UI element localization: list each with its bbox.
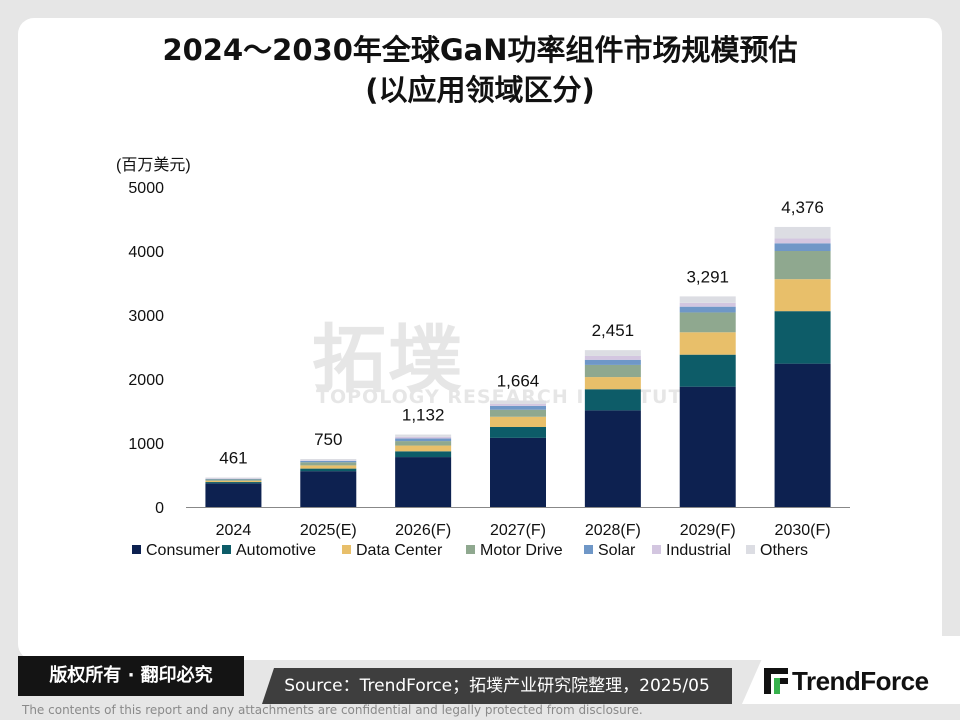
disclaimer: The contents of this report and any atta… bbox=[22, 703, 643, 717]
bar-segment-consumer bbox=[205, 483, 262, 507]
bar-total-label: 461 bbox=[219, 448, 247, 467]
bar-segment-consumer bbox=[395, 457, 452, 507]
bar-segment-solar bbox=[584, 359, 641, 365]
source-note: Source：TrendForce；拓墣产业研究院整理，2025/05 bbox=[262, 668, 732, 704]
bar-segment-automotive bbox=[395, 451, 452, 458]
bar-segment-data-center bbox=[679, 332, 736, 355]
legend-swatch bbox=[652, 545, 661, 554]
bar-total-label: 750 bbox=[314, 430, 342, 449]
bar-segment-motor-drive bbox=[584, 364, 641, 378]
bar-segment-data-center bbox=[205, 480, 262, 483]
x-category-label: 2028(F) bbox=[585, 522, 641, 539]
bar-segment-consumer bbox=[584, 410, 641, 507]
bar-segment-solar bbox=[774, 243, 831, 251]
bar-segment-industrial bbox=[300, 460, 357, 461]
legend-swatch bbox=[132, 545, 141, 554]
bar-total-label: 1,132 bbox=[402, 406, 445, 425]
bar-segment-solar bbox=[205, 478, 262, 480]
bar-segment-consumer bbox=[679, 386, 736, 507]
x-category-label: 2025(E) bbox=[300, 522, 357, 539]
bar-segment-others bbox=[395, 434, 452, 437]
bar-segment-consumer bbox=[774, 363, 831, 507]
bar-segment-solar bbox=[300, 460, 357, 463]
x-category-label: 2027(F) bbox=[490, 522, 546, 539]
legend-swatch bbox=[342, 545, 351, 554]
trendforce-logo-text: TrendForce bbox=[792, 666, 929, 696]
legend-swatch bbox=[746, 545, 755, 554]
bar-segment-data-center bbox=[395, 445, 452, 452]
bar-segment-others bbox=[490, 400, 546, 404]
bar-segment-motor-drive bbox=[205, 479, 262, 481]
bar-total-label: 1,664 bbox=[497, 372, 540, 391]
legend-swatch bbox=[584, 545, 593, 554]
y-tick-label: 3000 bbox=[128, 308, 164, 325]
trendforce-logo-icon bbox=[764, 668, 788, 694]
legend-label: Consumer bbox=[146, 542, 220, 559]
bar-segment-consumer bbox=[300, 471, 357, 507]
trendforce-logo: TrendForce bbox=[742, 636, 960, 704]
bar-segment-others bbox=[679, 296, 736, 303]
bar-segment-motor-drive bbox=[490, 409, 546, 417]
bar-segment-others bbox=[205, 477, 262, 479]
chart-title: 2024～2030年全球GaN功率组件市场规模预估 (以应用领域区分) bbox=[0, 30, 960, 110]
bar-segment-automotive bbox=[205, 482, 262, 484]
bar-segment-data-center bbox=[774, 279, 831, 312]
x-category-label: 2024 bbox=[216, 522, 252, 539]
bar-segment-data-center bbox=[300, 465, 357, 469]
y-tick-label: 2000 bbox=[128, 372, 164, 389]
legend-swatch bbox=[222, 545, 231, 554]
bar-total-label: 2,451 bbox=[592, 321, 635, 340]
y-tick-label: 4000 bbox=[128, 244, 164, 261]
x-category-label: 2029(F) bbox=[680, 522, 736, 539]
y-tick-label: 1000 bbox=[128, 436, 164, 453]
bar-segment-motor-drive bbox=[395, 441, 452, 446]
copyright-notice: 版权所有 · 翻印必究 bbox=[18, 656, 244, 696]
legend-label: Solar bbox=[598, 542, 636, 559]
y-axis-unit-label: (百万美元) bbox=[116, 156, 191, 174]
chart-title-line-2: (以应用领域区分) bbox=[365, 73, 595, 107]
legend-label: Industrial bbox=[666, 542, 731, 559]
legend-label: Motor Drive bbox=[480, 542, 563, 559]
legend-swatch bbox=[466, 545, 475, 554]
bar-segment-solar bbox=[679, 306, 736, 313]
bar-segment-others bbox=[584, 350, 641, 356]
bar-segment-automotive bbox=[584, 389, 641, 411]
bar-segment-industrial bbox=[679, 302, 736, 307]
bar-segment-solar bbox=[395, 438, 452, 442]
legend-label: Data Center bbox=[356, 542, 443, 559]
y-tick-label: 5000 bbox=[128, 180, 164, 197]
legend-label: Others bbox=[760, 542, 808, 559]
x-category-label: 2030(F) bbox=[775, 522, 831, 539]
bar-segment-data-center bbox=[490, 416, 546, 427]
bar-segment-others bbox=[300, 459, 357, 461]
bar-segment-automotive bbox=[679, 354, 736, 387]
bar-segment-automotive bbox=[490, 427, 546, 438]
y-tick-label: 0 bbox=[155, 500, 164, 517]
bar-segment-industrial bbox=[395, 436, 452, 439]
bar-segment-automotive bbox=[774, 311, 831, 364]
bar-segment-industrial bbox=[774, 238, 831, 244]
bar-segment-industrial bbox=[584, 355, 641, 360]
bar-segment-automotive bbox=[300, 468, 357, 472]
bar-total-label: 3,291 bbox=[686, 267, 729, 286]
bar-segment-consumer bbox=[490, 437, 546, 507]
x-category-label: 2026(F) bbox=[395, 522, 451, 539]
legend-label: Automotive bbox=[236, 542, 316, 559]
bar-segment-solar bbox=[490, 405, 546, 410]
bar-segment-others bbox=[774, 226, 831, 239]
bar-segment-motor-drive bbox=[300, 462, 357, 466]
bar-segment-industrial bbox=[490, 403, 546, 406]
bar-segment-motor-drive bbox=[774, 251, 831, 280]
bar-segment-data-center bbox=[584, 377, 641, 390]
bar-segment-motor-drive bbox=[679, 312, 736, 333]
bar-total-label: 4,376 bbox=[781, 198, 824, 217]
chart-title-line-1: 2024～2030年全球GaN功率组件市场规模预估 bbox=[162, 33, 798, 67]
